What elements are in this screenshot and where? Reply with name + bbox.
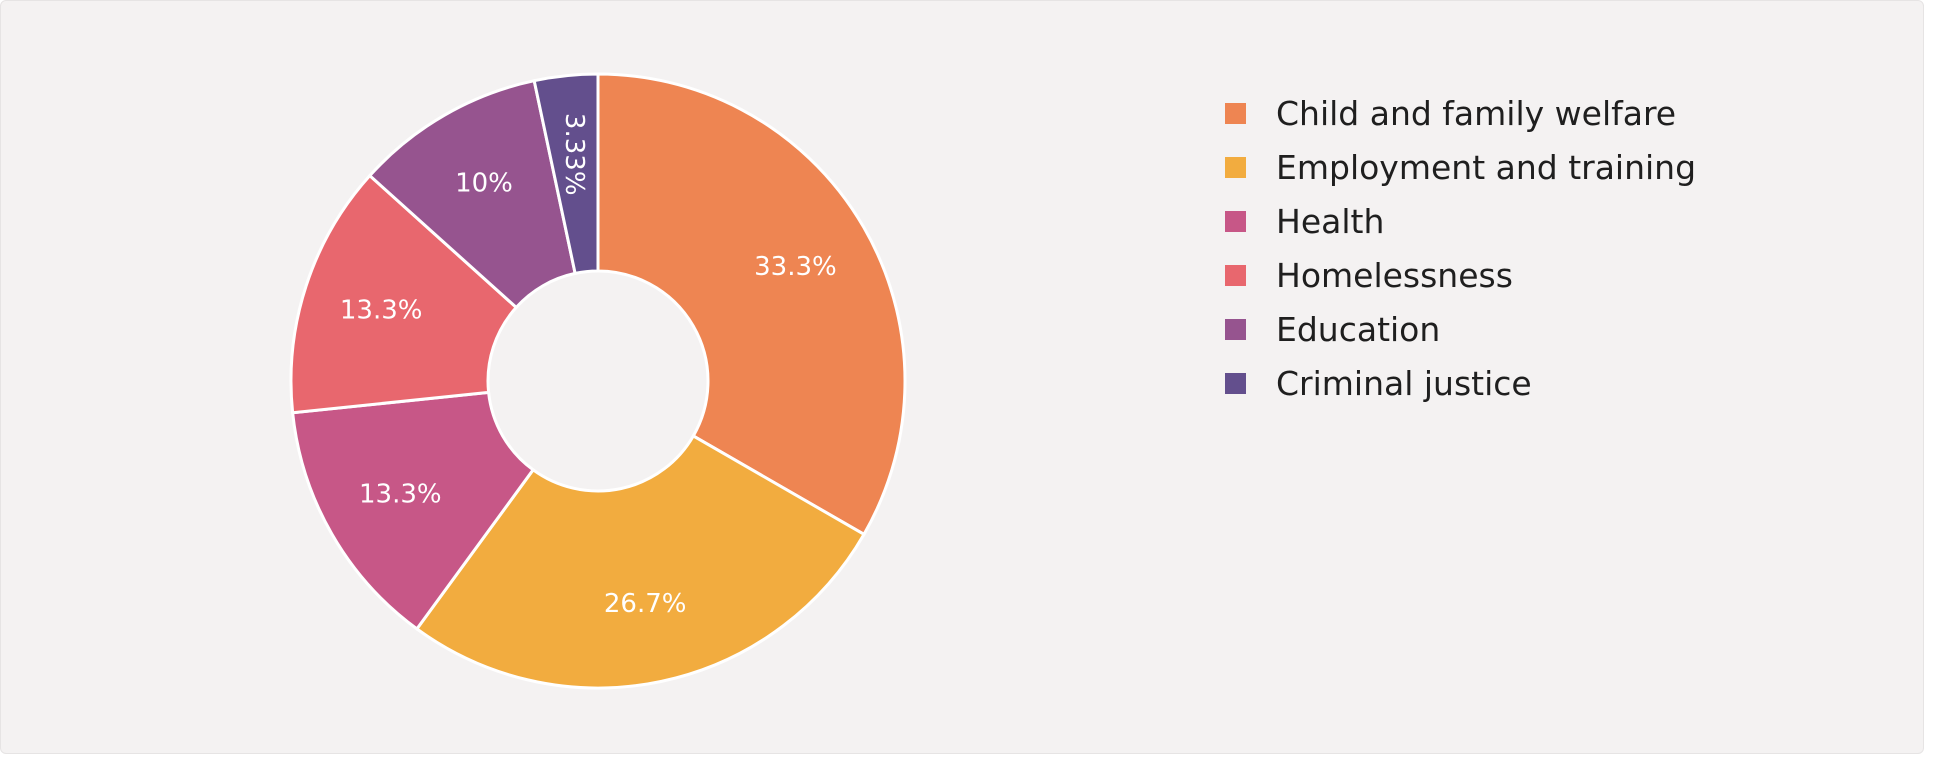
legend-label-6: Criminal justice <box>1276 363 1532 403</box>
legend-label-1: Child and family welfare <box>1276 93 1677 133</box>
pie-slice-6 <box>532 72 600 276</box>
chart-legend: Child and family welfare Employment and t… <box>1225 86 1696 410</box>
slice-label-2: 26.7% <box>604 589 687 619</box>
slice-label-5: 10% <box>455 169 513 199</box>
pie-slice-1 <box>596 72 907 537</box>
legend-item-1: Child and family welfare <box>1225 86 1696 140</box>
legend-item-3: Health <box>1225 194 1696 248</box>
legend-label-3: Health <box>1276 201 1385 241</box>
legend-swatch-4 <box>1225 264 1246 286</box>
pie-slice-2 <box>414 433 867 690</box>
legend-swatch-2 <box>1225 156 1246 178</box>
legend-label-4: Homelessness <box>1276 255 1513 295</box>
slice-label-4: 13.3% <box>340 295 423 325</box>
pie-slice-3 <box>290 390 536 631</box>
legend-swatch-3 <box>1225 210 1246 232</box>
legend-label-5: Education <box>1276 309 1441 349</box>
pie-slice-4 <box>289 173 519 415</box>
legend-item-2: Employment and training <box>1225 140 1696 194</box>
legend-label-2: Employment and training <box>1276 147 1697 187</box>
legend-item-5: Education <box>1225 302 1696 356</box>
legend-item-6: Criminal justice <box>1225 356 1696 410</box>
slice-label-6: 3.33% <box>559 113 589 196</box>
pie-slice-5 <box>367 78 577 310</box>
legend-item-4: Homelessness <box>1225 248 1696 302</box>
legend-swatch-5 <box>1225 318 1246 340</box>
legend-swatch-1 <box>1225 102 1246 124</box>
slice-label-1: 33.3% <box>754 252 837 282</box>
slice-label-3: 13.3% <box>359 480 442 510</box>
legend-swatch-6 <box>1225 372 1246 394</box>
